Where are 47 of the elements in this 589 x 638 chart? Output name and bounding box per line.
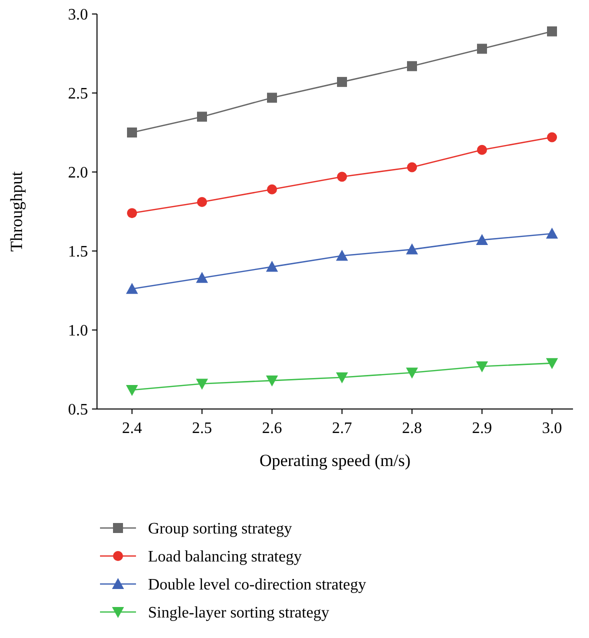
point — [266, 260, 278, 272]
point — [267, 92, 277, 103]
point — [197, 197, 207, 208]
point — [337, 172, 347, 182]
point — [476, 234, 488, 245]
point — [406, 243, 418, 254]
point — [547, 132, 557, 142]
point — [266, 376, 278, 387]
y-tick-label: 1.5 — [68, 244, 88, 261]
y-tick-label: 2.0 — [68, 164, 88, 182]
x-tick-label: 2.7 — [332, 420, 352, 437]
x-tick-label: 3.0 — [542, 420, 562, 437]
legend-label: Single-layer sorting strategy — [148, 604, 330, 622]
point — [336, 372, 348, 384]
point — [127, 128, 137, 138]
point — [126, 385, 138, 396]
point — [476, 361, 488, 372]
x-tick-label: 2.6 — [262, 420, 282, 437]
point — [196, 272, 208, 283]
legend-label: Load balancing strategy — [148, 548, 302, 566]
x-tick-label: 2.4 — [122, 420, 142, 437]
point — [407, 61, 417, 72]
legend-label: Double level co-direction strategy — [148, 576, 366, 594]
y-tick-label: 0.5 — [68, 402, 88, 419]
x-tick-label: 2.9 — [472, 420, 492, 437]
point — [547, 26, 557, 36]
point — [127, 208, 137, 218]
point — [407, 162, 417, 172]
point — [546, 358, 558, 370]
point — [126, 282, 138, 294]
point — [477, 44, 487, 54]
point — [477, 144, 487, 155]
legend-label: Group sorting strategy — [148, 520, 292, 538]
x-tick-label: 2.8 — [402, 420, 422, 437]
point — [546, 228, 558, 239]
point — [196, 378, 208, 390]
point — [337, 76, 347, 87]
y-tick-label: 2.5 — [68, 86, 88, 103]
x-axis-title: Operating speed (m/s) — [259, 451, 411, 470]
point — [267, 184, 277, 194]
y-tick-label: 1.0 — [68, 322, 88, 340]
x-tick-label: 2.5 — [192, 420, 212, 437]
point — [336, 250, 348, 261]
point — [406, 368, 418, 379]
point — [197, 112, 207, 122]
y-tick-label: 3.0 — [68, 6, 88, 24]
y-axis-title: Throughput — [7, 171, 26, 252]
